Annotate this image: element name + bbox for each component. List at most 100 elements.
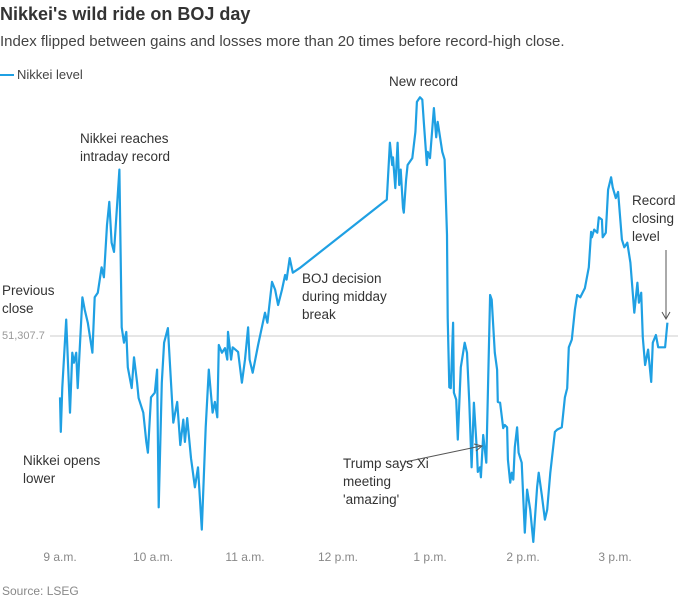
data-point	[419, 96, 421, 98]
data-point	[271, 281, 273, 283]
data-point	[471, 466, 473, 468]
data-point	[400, 169, 402, 171]
data-point	[652, 342, 654, 344]
data-point	[482, 434, 484, 436]
data-point	[596, 232, 598, 234]
data-point	[97, 292, 99, 294]
data-point	[626, 242, 628, 244]
data-point	[541, 494, 543, 496]
annotation-line: break	[302, 307, 336, 322]
data-point	[464, 342, 466, 344]
data-point	[264, 312, 266, 314]
trump-xi-arrowhead	[473, 443, 484, 452]
series-nikkei-level	[58, 96, 669, 544]
data-point	[73, 362, 75, 364]
data-point	[179, 444, 181, 446]
data-point	[403, 212, 405, 214]
data-point	[118, 169, 120, 171]
annotation-line: during midday	[302, 289, 387, 304]
data-point	[216, 416, 218, 418]
data-point	[644, 364, 646, 366]
data-point	[201, 529, 203, 531]
data-point	[506, 426, 508, 428]
annotation-line: lower	[23, 471, 56, 486]
data-point	[257, 344, 259, 346]
data-point	[455, 399, 457, 401]
x-tick-label: 10 a.m.	[132, 550, 174, 564]
data-point	[389, 142, 391, 144]
data-point	[289, 257, 291, 259]
record-close-arrowhead	[661, 311, 671, 321]
data-point	[536, 486, 538, 488]
data-point	[65, 319, 67, 321]
data-point	[125, 331, 127, 333]
data-point	[94, 296, 96, 298]
data-point	[266, 322, 268, 324]
data-point	[477, 471, 479, 473]
data-point	[502, 427, 504, 429]
data-point	[61, 386, 63, 388]
annotation-line: Record	[632, 193, 676, 208]
data-point	[489, 294, 491, 296]
data-point	[60, 431, 62, 433]
annotation-opens-lower: Nikkei opens lower	[23, 452, 100, 488]
data-point	[546, 509, 548, 511]
data-point	[241, 382, 243, 384]
data-point	[607, 189, 609, 191]
data-point	[145, 441, 147, 443]
data-point	[633, 312, 635, 314]
data-point	[386, 199, 388, 201]
x-tick-label: 9 a.m.	[43, 550, 77, 564]
data-point	[466, 352, 468, 354]
data-point	[397, 142, 399, 144]
x-tick-label: 12 p.m.	[317, 550, 359, 564]
data-point	[87, 322, 89, 324]
data-point	[642, 336, 644, 338]
data-point	[392, 156, 394, 158]
data-point	[127, 366, 129, 368]
data-point	[655, 334, 657, 336]
annotation-line: intraday record	[80, 149, 171, 164]
data-point	[398, 184, 400, 186]
data-point	[647, 349, 649, 351]
data-point	[205, 426, 207, 428]
data-point	[450, 387, 452, 389]
x-tick-label: 2 p.m.	[506, 550, 540, 564]
data-point	[292, 272, 294, 274]
data-point	[277, 304, 279, 306]
data-point	[81, 296, 83, 298]
annotation-line: Trump says Xi	[343, 456, 429, 471]
data-point	[190, 457, 192, 459]
data-point	[91, 352, 93, 354]
data-point	[84, 309, 86, 311]
data-point	[601, 219, 603, 221]
data-point	[407, 164, 409, 166]
x-tick-label: 3 p.m.	[598, 550, 632, 564]
data-point	[598, 216, 600, 218]
data-point	[566, 387, 568, 389]
data-point	[108, 201, 110, 203]
data-point	[638, 302, 640, 304]
data-point	[496, 369, 498, 371]
data-point	[529, 509, 531, 511]
data-point	[664, 346, 666, 348]
data-point	[623, 246, 625, 248]
data-point	[476, 452, 478, 454]
annotation-new-record: New record	[389, 73, 458, 91]
data-point	[636, 282, 638, 284]
legend-swatch-nikkei-level	[0, 73, 14, 76]
data-point	[447, 317, 449, 319]
data-point	[252, 372, 254, 374]
data-point	[284, 274, 286, 276]
annotation-line: level	[632, 229, 660, 244]
data-point	[156, 369, 158, 371]
data-point	[426, 164, 428, 166]
data-point	[237, 351, 239, 353]
data-point	[494, 352, 496, 354]
data-point	[479, 466, 481, 468]
data-point	[621, 239, 623, 241]
data-point	[147, 452, 149, 454]
data-point	[468, 402, 470, 404]
chart-title: Nikkei's wild ride on BOJ day	[0, 4, 251, 24]
data-point	[221, 352, 223, 354]
